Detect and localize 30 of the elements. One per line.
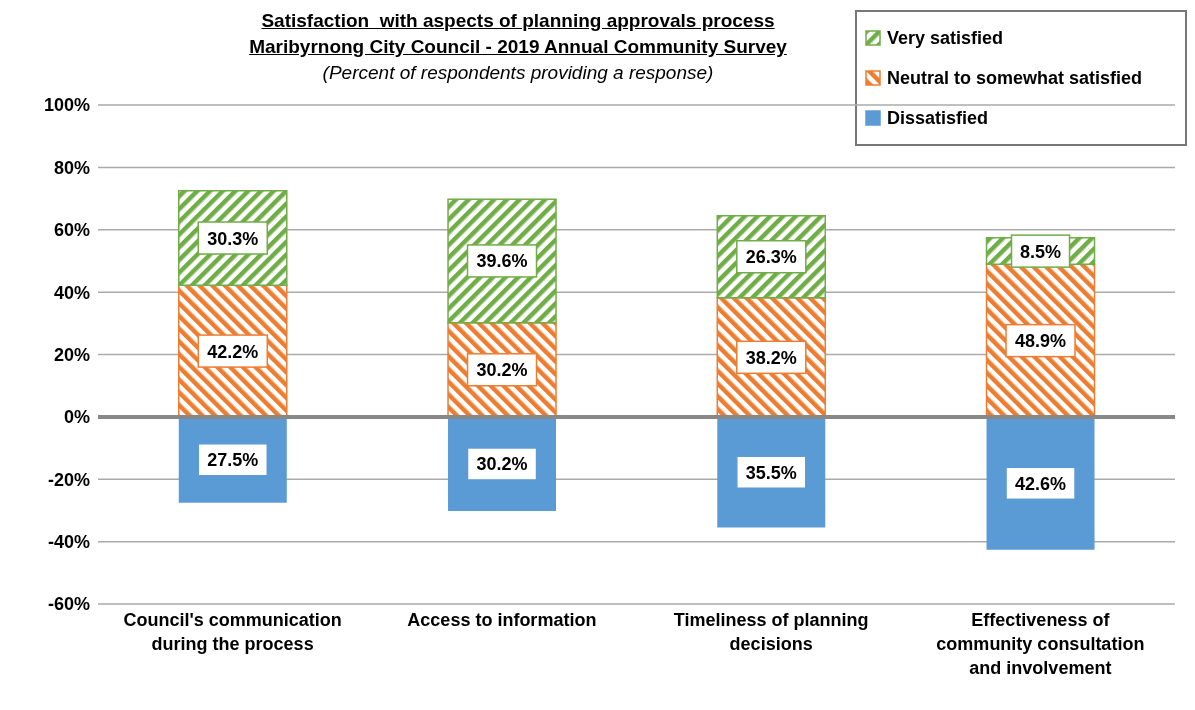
y-tick-label: 40% [53,282,90,303]
y-tick-label: 100% [43,95,90,116]
y-tick-label: -60% [47,594,90,615]
x-tick-label: Effectiveness of community consultation and involvement [936,610,1145,678]
data-label: 30.2% [476,454,528,475]
chart-title: Satisfaction with aspects of planning approvals process Maribyrnong City Council - 2019 Annual Community Survey [248,9,788,59]
data-label: 26.3% [745,247,797,268]
data-label: 48.9% [1015,331,1067,352]
y-tick-label: 60% [53,220,90,241]
data-label: 27.5% [207,450,259,471]
chart-subtitle: (Percent of respondents providing a response) [321,61,715,85]
legend-label: Very satisfied [887,27,1004,49]
data-label: 8.5% [1020,241,1062,262]
y-tick-label: -40% [47,532,90,553]
x-tick-label: Access to information [407,610,597,630]
data-label: 39.6% [476,251,528,272]
x-tick-label: Timeliness of planning decisions [673,610,869,654]
data-label: 30.2% [476,360,528,381]
y-tick-label: -20% [47,469,90,490]
data-label: 30.3% [207,228,259,249]
data-label: 42.6% [1015,473,1067,494]
data-label: 38.2% [745,347,797,368]
y-tick-label: 20% [53,344,90,365]
y-tick-label: 80% [53,157,90,178]
legend-label: Neutral to somewhat satisfied [887,67,1143,89]
legend-label: Dissatisfied [887,107,989,129]
data-label: 35.5% [745,462,797,483]
y-tick-label: 0% [63,407,90,428]
data-label: 42.2% [207,341,259,362]
x-tick-label: Council's communication during the process [123,610,342,654]
